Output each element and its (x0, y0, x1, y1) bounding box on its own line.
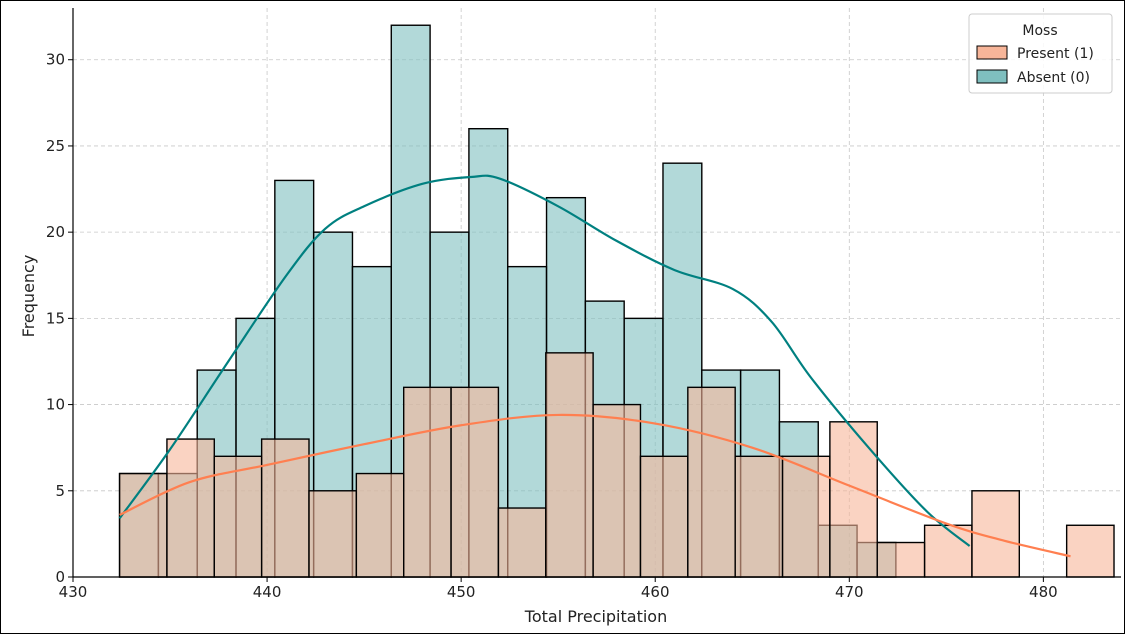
legend-label-absent: Absent (0) (1017, 70, 1090, 86)
present-bar (497, 507, 547, 578)
present-bar (166, 438, 215, 578)
present-bar (876, 541, 926, 578)
y-tick-label: 20 (46, 223, 65, 241)
kde-curves (118, 174, 1071, 558)
present-bar (829, 421, 878, 578)
present-bar (450, 386, 500, 578)
present-bar (734, 455, 784, 578)
present-bar (781, 455, 831, 578)
axes (72, 8, 1121, 578)
y-tick-label: 5 (55, 482, 65, 500)
x-tick-label: 470 (835, 583, 864, 601)
legend: Moss Present (1) Absent (0) (968, 13, 1113, 94)
tick-labels: 430 440 450 460 470 480 0 5 10 15 20 25 30 (46, 51, 1058, 601)
present-bar (308, 490, 358, 578)
present-bar (355, 472, 405, 578)
present-bar (639, 455, 689, 578)
legend-swatch-absent (976, 69, 1008, 84)
present-bar (403, 386, 452, 578)
present-bars (118, 352, 1115, 578)
present-bar (923, 524, 973, 578)
x-axis-title: Total Precipitation (524, 607, 667, 626)
y-tick-label: 15 (46, 309, 65, 327)
y-tick-label: 25 (46, 137, 65, 155)
legend-swatch-present (976, 45, 1008, 60)
present-bar (592, 403, 642, 578)
legend-label-present: Present (1) (1017, 46, 1094, 62)
x-tick-label: 450 (447, 583, 476, 601)
present-bar (687, 386, 736, 578)
y-axis-title: Frequency (19, 255, 38, 338)
absent-kde-line (118, 174, 971, 547)
y-tick-label: 0 (55, 568, 65, 586)
x-tick-label: 430 (59, 583, 88, 601)
present-bar (545, 352, 594, 578)
x-tick-label: 480 (1029, 583, 1058, 601)
x-tick-label: 460 (641, 583, 670, 601)
present-bar (260, 438, 310, 578)
present-kde-line (119, 413, 1071, 558)
y-tick-label: 30 (46, 51, 65, 69)
y-tick-label: 10 (46, 396, 65, 414)
present-bar (1065, 524, 1115, 578)
present-bar (118, 472, 168, 578)
x-tick-label: 440 (253, 583, 282, 601)
legend-title: Moss (1022, 23, 1057, 39)
